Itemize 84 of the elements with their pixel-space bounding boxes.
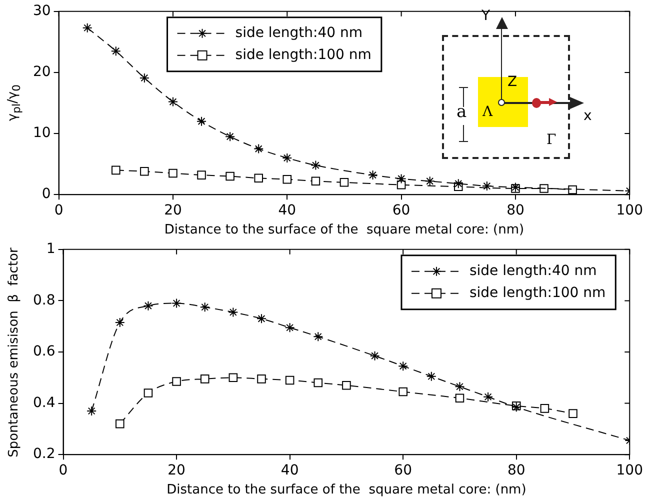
x-tick-label: 0 — [58, 462, 68, 479]
x-tick-label: 60 — [394, 462, 412, 479]
point — [257, 374, 266, 384]
point — [225, 132, 236, 142]
point — [172, 298, 182, 308]
point — [454, 382, 465, 392]
point — [228, 307, 238, 318]
x-axis-title: Distance to the surface of the square metal core: (nm) — [164, 222, 524, 238]
point — [254, 144, 264, 154]
annotation: x — [584, 108, 592, 124]
point — [112, 166, 120, 175]
point — [398, 387, 408, 396]
annotation: Λ — [482, 104, 493, 120]
x-tick-label: 40 — [278, 202, 296, 219]
point — [200, 374, 210, 384]
y-tick-label: 0.2 — [33, 446, 56, 462]
x-tick-label: 20 — [164, 202, 182, 219]
point — [143, 300, 154, 311]
point — [342, 380, 351, 390]
point — [370, 350, 380, 361]
point — [540, 184, 548, 193]
y-axis-title: Spontaneous emisison β factor — [6, 247, 22, 457]
legend-label: side length:100 nm — [469, 285, 606, 302]
legend-label: side length:40 nm — [469, 263, 597, 280]
x-tick-label: 40 — [280, 462, 299, 479]
point — [313, 332, 324, 342]
point — [200, 302, 210, 312]
x-axis-title: Distance to the surface of the square metal core: (nm) — [166, 482, 526, 498]
point — [368, 170, 378, 180]
legend-label: side length:40 nm — [235, 25, 363, 42]
point — [314, 378, 323, 388]
point — [284, 322, 295, 333]
x-tick-label: 100 — [616, 462, 644, 479]
point — [540, 404, 550, 413]
y-tick-label: 0.4 — [33, 394, 56, 411]
point — [254, 174, 263, 182]
point — [424, 176, 435, 186]
point — [568, 185, 577, 194]
annotation: Z — [508, 74, 518, 90]
y-tick-label: 30 — [32, 3, 51, 20]
point — [86, 406, 97, 416]
point — [310, 160, 321, 170]
point — [168, 96, 178, 107]
y-tick-label: 1 — [46, 241, 56, 258]
annotation: Γ — [546, 132, 556, 148]
point — [172, 377, 181, 386]
point — [226, 172, 234, 181]
point — [340, 178, 349, 187]
point — [110, 46, 121, 56]
point — [453, 178, 464, 189]
point — [568, 409, 578, 418]
point — [483, 392, 494, 402]
x-tick-label: 80 — [506, 202, 524, 219]
point — [426, 371, 436, 382]
x-tick-label: 100 — [616, 202, 644, 219]
y-tick-label: 0.8 — [33, 292, 56, 308]
y-tick-label: 10 — [32, 125, 51, 142]
annotation: a — [456, 102, 467, 122]
point — [168, 168, 178, 178]
point — [285, 376, 294, 385]
point — [482, 181, 492, 192]
y-tick-label: 0 — [42, 186, 51, 202]
point — [144, 388, 153, 398]
point — [455, 394, 464, 403]
point — [311, 176, 320, 186]
point — [228, 373, 238, 382]
x-tick-label: 80 — [507, 462, 526, 479]
y-tick-label: 0.6 — [33, 344, 56, 360]
y-tick-label: 20 — [32, 64, 51, 80]
point — [82, 22, 92, 33]
point — [256, 314, 266, 324]
x-tick-label: 60 — [392, 202, 410, 219]
legend-label: side length:100 nm — [235, 47, 372, 64]
point — [116, 419, 124, 428]
point — [114, 318, 125, 328]
point — [139, 72, 150, 83]
point — [282, 174, 292, 184]
x-tick-label: 20 — [168, 462, 186, 479]
point — [140, 167, 149, 176]
point — [197, 170, 206, 180]
point — [196, 116, 207, 126]
point — [398, 361, 408, 372]
point — [282, 152, 292, 163]
point — [396, 174, 406, 184]
